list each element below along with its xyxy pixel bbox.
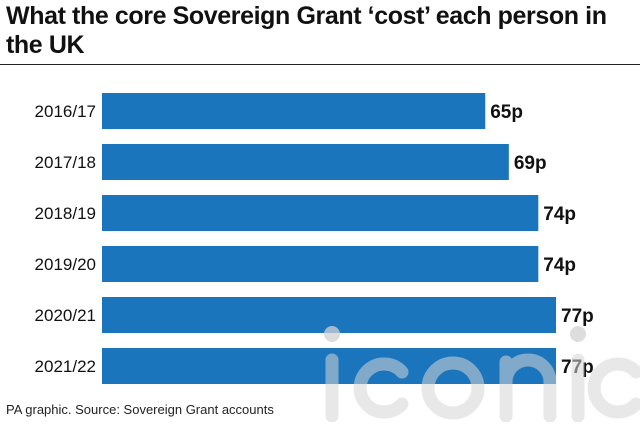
category-label: 2021/22	[35, 357, 96, 376]
iconic-watermark-logo	[324, 326, 640, 422]
value-label: 77p	[561, 306, 594, 327]
source-note: PA graphic. Source: Sovereign Grant acco…	[6, 402, 274, 417]
bar	[102, 93, 486, 129]
value-label: 69p	[514, 153, 547, 174]
category-label: 2019/20	[35, 255, 96, 274]
value-label: 65p	[490, 102, 523, 123]
category-label: 2020/21	[35, 306, 96, 325]
category-label: 2017/18	[35, 153, 96, 172]
category-label: 2018/19	[35, 204, 96, 223]
title-divider	[0, 64, 640, 65]
bar	[102, 246, 539, 282]
chart-title: What the core Sovereign Grant ‘cost’ eac…	[6, 2, 607, 59]
category-label: 2016/17	[35, 102, 96, 121]
bar	[102, 144, 509, 180]
value-label: 74p	[543, 204, 576, 225]
bar	[102, 195, 539, 231]
value-label: 74p	[543, 255, 576, 276]
